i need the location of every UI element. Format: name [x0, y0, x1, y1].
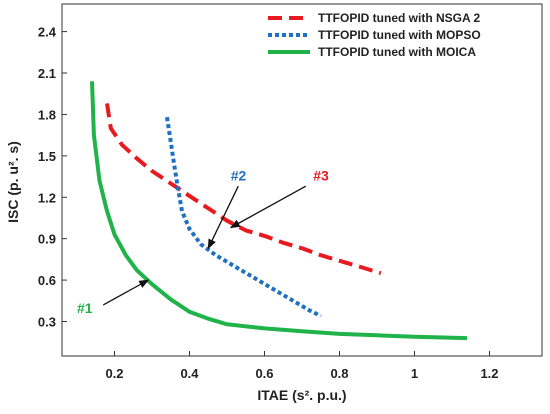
annotation-arrow-3 — [229, 185, 307, 229]
annotation-arrow-2 — [207, 185, 239, 250]
annotation-label-2: #2 — [231, 168, 247, 184]
legend: TTFOPID tuned with NSGA 2 TTFOPID tuned w… — [268, 11, 481, 59]
x-ticks: 0.2 0.4 0.6 0.8 1 1.2 — [105, 351, 499, 381]
annotations: #1 #2 #3 — [77, 168, 329, 317]
x-tick-label: 0.6 — [255, 366, 273, 381]
series-line-1 — [105, 103, 382, 276]
y-tick-label: 1.5 — [38, 149, 56, 164]
legend-label-3: TTFOPID tuned with MOICA — [318, 45, 476, 59]
x-tick-label: 1 — [411, 366, 418, 381]
annotation-label-3: #3 — [313, 168, 329, 184]
x-tick-label: 1.2 — [480, 366, 498, 381]
plot-frame — [61, 3, 543, 357]
legend-label-1: TTFOPID tuned with NSGA 2 — [318, 11, 481, 25]
series-layer — [90, 81, 468, 341]
y-tick-label: 2.1 — [38, 66, 56, 81]
series-line-3 — [90, 81, 468, 341]
y-tick-label: 0.6 — [38, 273, 56, 288]
y-tick-label: 0.3 — [38, 314, 56, 329]
y-tick-label: 1.2 — [38, 190, 56, 205]
annotation-label-1: #1 — [77, 300, 93, 316]
series-line-2 — [165, 116, 322, 318]
x-tick-label: 0.8 — [330, 366, 348, 381]
y-axis-label: ISC (p. u². s) — [5, 141, 21, 223]
y-tick-label: 2.4 — [38, 25, 57, 40]
y-tick-label: 0.9 — [38, 232, 56, 247]
x-axis-label: ITAE (s². p.u.) — [257, 387, 346, 403]
x-tick-label: 0.4 — [180, 366, 199, 381]
y-tick-label: 1.8 — [38, 107, 56, 122]
x-tick-label: 0.2 — [105, 366, 123, 381]
y-ticks: 0.3 0.6 0.9 1.2 1.5 1.8 2.1 2.4 — [38, 25, 67, 329]
legend-label-2: TTFOPID tuned with MOPSO — [318, 28, 481, 42]
annotation-arrow-1 — [102, 279, 150, 306]
